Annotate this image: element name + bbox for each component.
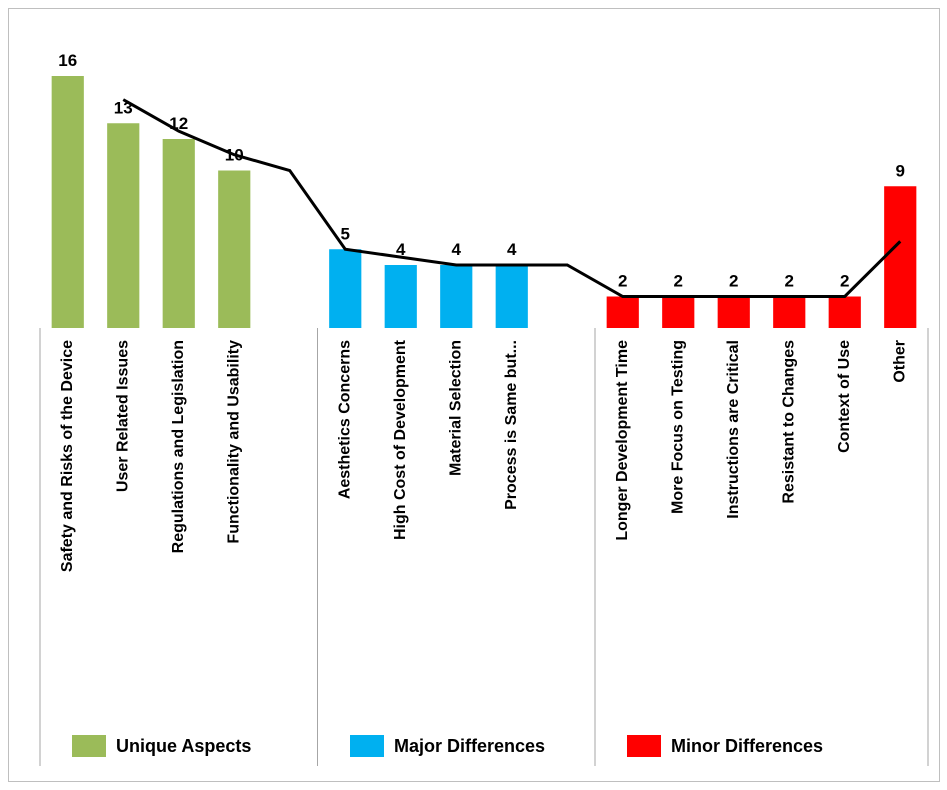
- bar: [107, 123, 140, 328]
- bar: [773, 296, 806, 328]
- legend-label: Unique Aspects: [116, 736, 251, 756]
- bar: [606, 296, 639, 328]
- legend-label: Minor Differences: [671, 736, 823, 756]
- bar: [218, 170, 251, 328]
- bar: [384, 265, 417, 328]
- category-label: More Focus on Testing: [669, 340, 686, 514]
- chart-border: [8, 8, 940, 782]
- category-label: Functionality and Usability: [225, 340, 242, 544]
- value-label: 2: [729, 272, 738, 291]
- value-label: 2: [785, 272, 794, 291]
- bar: [440, 265, 473, 328]
- category-label: Instructions are Critical: [725, 340, 742, 519]
- legend-swatch: [350, 735, 384, 757]
- category-label: Aesthetics Concerns: [336, 340, 353, 499]
- bar: [329, 249, 362, 328]
- value-label: 16: [58, 51, 77, 70]
- category-label: Resistant to Changes: [780, 340, 797, 504]
- legend-swatch: [627, 735, 661, 757]
- category-label: Safety and Risks of the Device: [59, 340, 76, 572]
- category-label: Regulations and Legislation: [170, 340, 187, 553]
- value-label: 9: [896, 161, 905, 180]
- legend-label: Major Differences: [394, 736, 545, 756]
- value-label: 2: [674, 272, 683, 291]
- category-label: Context of Use: [836, 340, 853, 453]
- value-label: 2: [618, 272, 627, 291]
- value-label: 5: [341, 224, 350, 243]
- category-label: Material Selection: [447, 340, 464, 476]
- legend-swatch: [72, 735, 106, 757]
- bar: [884, 186, 917, 328]
- bar: [828, 296, 861, 328]
- trend-line: [122, 98, 902, 298]
- value-label: 4: [452, 240, 462, 259]
- category-label: User Related Issues: [114, 340, 131, 492]
- bar: [51, 76, 84, 328]
- category-label: Longer Development Time: [614, 340, 631, 541]
- category-label: High Cost of Development: [392, 339, 409, 540]
- category-label: Process is Same but...: [503, 340, 520, 510]
- category-label: Other: [891, 340, 908, 383]
- value-label: 4: [396, 240, 406, 259]
- value-label: 4: [507, 240, 517, 259]
- value-label: 2: [840, 272, 849, 291]
- bar: [162, 139, 195, 328]
- bar: [717, 296, 750, 328]
- bar: [662, 296, 695, 328]
- bar: [495, 265, 528, 328]
